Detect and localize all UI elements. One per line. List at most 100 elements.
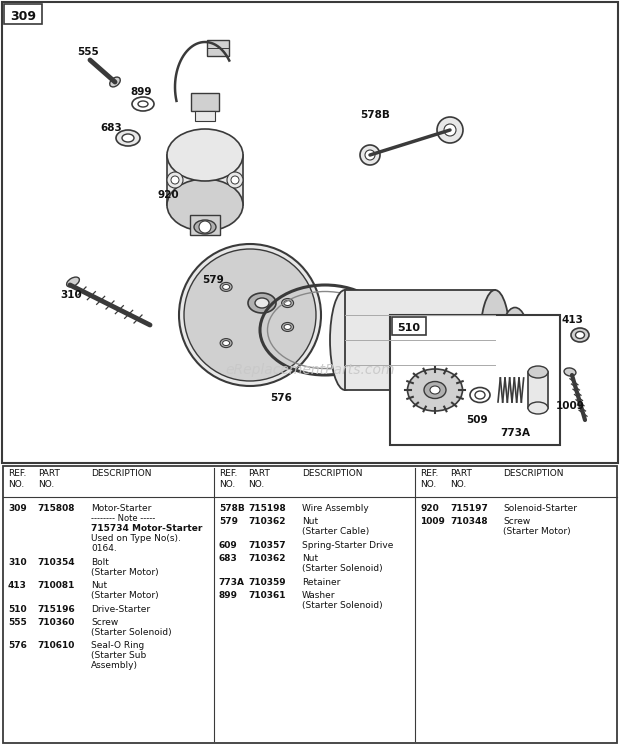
Ellipse shape — [575, 332, 585, 339]
Text: Nut: Nut — [302, 518, 318, 527]
Text: (Starter Motor): (Starter Motor) — [503, 527, 571, 536]
Text: NO.: NO. — [38, 481, 54, 490]
Text: 710610: 710610 — [38, 641, 75, 650]
Ellipse shape — [220, 339, 232, 347]
Circle shape — [444, 124, 456, 136]
Text: DESCRIPTION: DESCRIPTION — [302, 469, 363, 478]
Text: (Starter Motor): (Starter Motor) — [91, 568, 159, 577]
Text: 710362: 710362 — [249, 554, 286, 563]
Text: 1009: 1009 — [420, 518, 445, 527]
Text: (Starter Solenoid): (Starter Solenoid) — [302, 564, 383, 574]
Ellipse shape — [424, 382, 446, 399]
Ellipse shape — [223, 341, 229, 345]
Text: 899: 899 — [219, 591, 238, 600]
Ellipse shape — [132, 97, 154, 111]
Text: REF.: REF. — [219, 469, 237, 478]
Ellipse shape — [184, 249, 316, 381]
Ellipse shape — [470, 388, 490, 403]
Text: 710081: 710081 — [38, 581, 75, 590]
Circle shape — [227, 172, 243, 188]
Text: NO.: NO. — [249, 481, 265, 490]
Text: DESCRIPTION: DESCRIPTION — [91, 469, 152, 478]
Text: 309: 309 — [10, 10, 36, 22]
Text: 920: 920 — [157, 190, 179, 200]
Text: 510: 510 — [8, 604, 27, 614]
Text: Drive-Starter: Drive-Starter — [91, 604, 150, 614]
Ellipse shape — [430, 386, 440, 394]
Ellipse shape — [167, 129, 243, 181]
Text: Nut: Nut — [302, 554, 318, 563]
Bar — [191, 93, 219, 111]
Bar — [167, 155, 243, 205]
Text: NO.: NO. — [219, 481, 235, 490]
Text: 555: 555 — [77, 47, 99, 57]
Text: 715734 Motor-Starter: 715734 Motor-Starter — [91, 524, 203, 533]
Bar — [390, 315, 560, 445]
Text: 310: 310 — [8, 558, 27, 567]
Bar — [4, 4, 42, 24]
Ellipse shape — [281, 322, 294, 332]
Text: Bolt: Bolt — [91, 558, 109, 567]
Text: 0164.: 0164. — [91, 545, 117, 554]
Text: Used on Type No(s).: Used on Type No(s). — [91, 534, 181, 543]
Ellipse shape — [194, 220, 216, 234]
Text: 1009: 1009 — [556, 401, 585, 411]
Circle shape — [360, 145, 380, 165]
Text: 899: 899 — [130, 87, 151, 97]
Text: 773A: 773A — [500, 428, 530, 438]
Ellipse shape — [284, 301, 291, 306]
Text: Retainer: Retainer — [302, 577, 340, 587]
Text: 609: 609 — [219, 541, 237, 550]
Text: 715197: 715197 — [450, 504, 488, 513]
Bar — [392, 317, 426, 335]
Bar — [528, 372, 548, 408]
Circle shape — [171, 176, 179, 184]
Text: 579: 579 — [219, 518, 238, 527]
Text: PART: PART — [450, 469, 472, 478]
Text: 710360: 710360 — [38, 618, 75, 627]
Bar — [190, 215, 220, 235]
Ellipse shape — [66, 277, 79, 287]
Text: 683: 683 — [219, 554, 237, 563]
Text: 773A: 773A — [219, 577, 245, 587]
Text: (Starter Sub: (Starter Sub — [91, 652, 146, 661]
Text: Spring-Starter Drive: Spring-Starter Drive — [302, 541, 393, 550]
Text: 413: 413 — [8, 581, 27, 590]
Bar — [207, 40, 229, 56]
Ellipse shape — [284, 324, 291, 330]
Text: 710362: 710362 — [249, 518, 286, 527]
Text: 683: 683 — [100, 123, 122, 133]
Ellipse shape — [167, 179, 243, 231]
Text: 710359: 710359 — [249, 577, 286, 587]
Text: Seal-O Ring: Seal-O Ring — [91, 641, 144, 650]
Text: PART: PART — [38, 469, 60, 478]
Ellipse shape — [330, 290, 360, 390]
Text: REF.: REF. — [8, 469, 27, 478]
Text: 715196: 715196 — [38, 604, 76, 614]
Text: REF.: REF. — [420, 469, 439, 478]
Text: -------- Note -----: -------- Note ----- — [91, 514, 156, 523]
Text: 310: 310 — [60, 290, 82, 300]
Text: Motor-Starter: Motor-Starter — [91, 504, 151, 513]
Ellipse shape — [475, 391, 485, 399]
Ellipse shape — [501, 307, 529, 373]
Bar — [195, 111, 215, 121]
Ellipse shape — [528, 366, 548, 378]
Text: (Starter Cable): (Starter Cable) — [302, 527, 369, 536]
Ellipse shape — [507, 320, 523, 360]
Circle shape — [437, 117, 463, 143]
Circle shape — [420, 405, 430, 415]
Text: DESCRIPTION: DESCRIPTION — [503, 469, 564, 478]
Text: 920: 920 — [420, 504, 439, 513]
Circle shape — [167, 172, 183, 188]
Text: 715808: 715808 — [38, 504, 75, 513]
Bar — [345, 290, 495, 390]
Text: NO.: NO. — [8, 481, 24, 490]
Text: 509: 509 — [466, 415, 488, 425]
Ellipse shape — [138, 101, 148, 107]
Text: Nut: Nut — [91, 581, 107, 590]
Circle shape — [231, 176, 239, 184]
Ellipse shape — [528, 402, 548, 414]
Text: 576: 576 — [8, 641, 27, 650]
Ellipse shape — [110, 77, 120, 87]
